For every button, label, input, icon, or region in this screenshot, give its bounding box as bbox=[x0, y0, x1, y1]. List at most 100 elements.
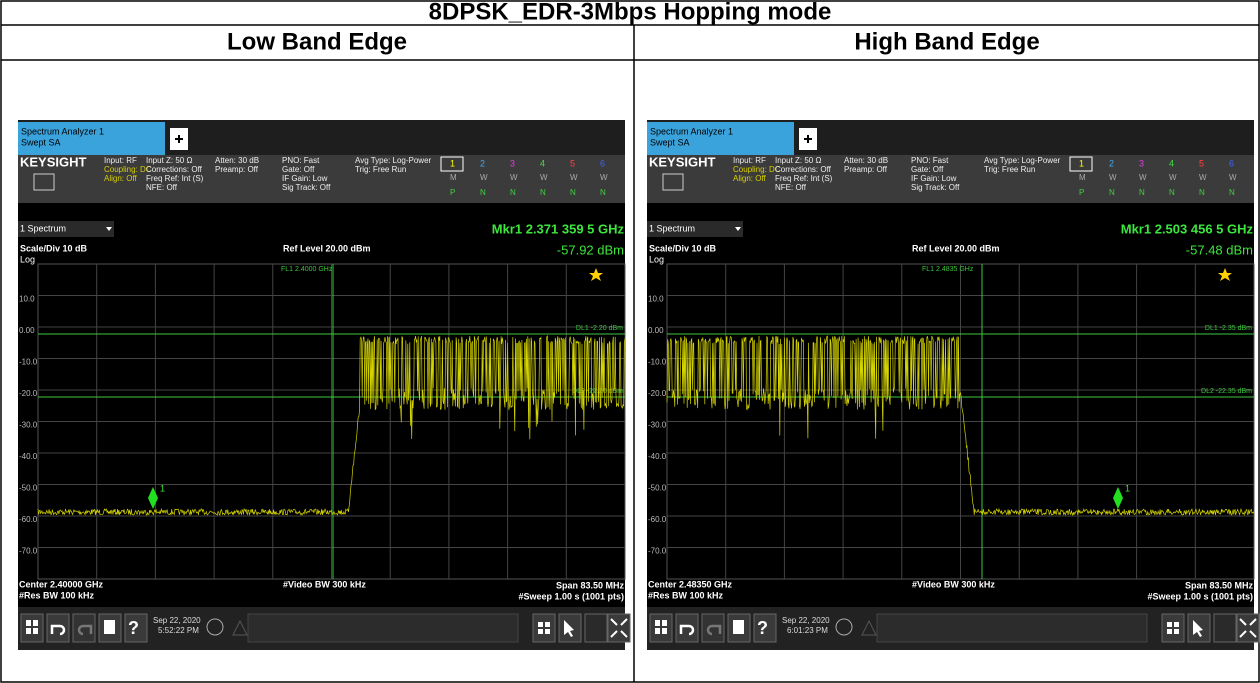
frequency-line-label: FL1 2.4000 GHz bbox=[281, 266, 333, 273]
info-text: Avg Type: Log-Power bbox=[355, 156, 432, 165]
ref-level: Ref Level 20.00 dBm bbox=[283, 243, 371, 253]
window-selector[interactable] bbox=[647, 221, 743, 237]
trace-detector: P bbox=[1079, 188, 1084, 197]
display-line-label: DL2 -22.20 dBm bbox=[572, 388, 623, 395]
scale-label: Scale/Div 10 dB bbox=[20, 243, 88, 253]
trace-number: 6 bbox=[600, 158, 605, 168]
taskbar-button[interactable] bbox=[20, 613, 44, 643]
taskbar-button[interactable] bbox=[124, 613, 148, 643]
redo-icon bbox=[706, 624, 722, 636]
trace-type: W bbox=[480, 173, 488, 182]
touch-icon bbox=[564, 620, 574, 637]
trace-type: W bbox=[1229, 173, 1237, 182]
y-axis-label: 0.00 bbox=[19, 326, 35, 335]
comment-button[interactable] bbox=[33, 173, 55, 191]
tab-title: Spectrum Analyzer 1 bbox=[650, 126, 733, 136]
file-icon bbox=[733, 620, 744, 634]
y-axis-label: -20.0 bbox=[19, 389, 38, 398]
sweep: #Sweep 1.00 s (1001 pts) bbox=[518, 591, 624, 601]
resolution-bandwidth: #Res BW 100 kHz bbox=[19, 590, 95, 600]
scale-label: Scale/Div 10 dB bbox=[649, 243, 717, 253]
info-text: Sig Track: Off bbox=[282, 183, 331, 192]
info-text: Align: Off bbox=[104, 174, 138, 183]
info-bar bbox=[647, 155, 1254, 203]
y-axis-label: -50.0 bbox=[19, 484, 38, 493]
warning-icon bbox=[232, 619, 248, 636]
info-text: Sig Track: Off bbox=[911, 183, 960, 192]
y-axis-label: -30.0 bbox=[648, 421, 667, 430]
info-text: Input: RF bbox=[104, 156, 137, 165]
trace-number: 5 bbox=[1199, 158, 1204, 168]
info-text: Atten: 30 dB bbox=[844, 156, 888, 165]
info-bar bbox=[18, 155, 625, 203]
trace-detector: N bbox=[1139, 188, 1145, 197]
y-axis-label: -30.0 bbox=[19, 421, 38, 430]
view-button[interactable] bbox=[607, 613, 631, 643]
taskbar-button[interactable] bbox=[46, 613, 70, 643]
view-button[interactable] bbox=[1213, 613, 1237, 643]
info-text: Atten: 30 dB bbox=[215, 156, 259, 165]
info-text: Freq Ref: Int (S) bbox=[146, 174, 204, 183]
trace-number: 3 bbox=[1139, 158, 1144, 168]
marker-level: -57.92 dBm bbox=[557, 242, 624, 257]
y-axis-label: -20.0 bbox=[648, 389, 667, 398]
info-text: Coupling: DC bbox=[104, 165, 152, 174]
windows-icon bbox=[655, 620, 667, 634]
view-button[interactable] bbox=[1236, 613, 1260, 643]
taskbar-button[interactable] bbox=[72, 613, 96, 643]
taskbar-button[interactable] bbox=[649, 613, 673, 643]
trace-number: 5 bbox=[570, 158, 575, 168]
info-text: Preamp: Off bbox=[215, 165, 259, 174]
log-label: Log bbox=[20, 254, 35, 264]
help-icon: ? bbox=[128, 618, 139, 638]
view-button[interactable] bbox=[1161, 613, 1185, 643]
trace-number: 6 bbox=[1229, 158, 1234, 168]
trace-number: 2 bbox=[1109, 158, 1114, 168]
center-frequency: Center 2.48350 GHz bbox=[648, 579, 733, 589]
info-text: Input Z: 50 Ω bbox=[775, 156, 821, 165]
y-axis-label: 10.0 bbox=[648, 295, 664, 304]
fullscreen-icon bbox=[1239, 618, 1257, 638]
y-axis-label: -40.0 bbox=[19, 452, 38, 461]
trace-detector: P bbox=[450, 188, 455, 197]
trace-type: W bbox=[1169, 173, 1177, 182]
log-label: Log bbox=[649, 254, 664, 264]
marker-label: 1 bbox=[1125, 483, 1130, 493]
sweep: #Sweep 1.00 s (1001 pts) bbox=[1147, 591, 1253, 601]
marker-label: 1 bbox=[160, 483, 165, 493]
notification-icon[interactable] bbox=[206, 618, 224, 636]
taskbar-button[interactable] bbox=[701, 613, 725, 643]
notification-icon[interactable] bbox=[835, 618, 853, 636]
marker bbox=[148, 487, 158, 509]
trace-detector: N bbox=[570, 188, 576, 197]
trace-detector: N bbox=[1229, 188, 1235, 197]
grid-icon bbox=[538, 622, 550, 634]
status-field bbox=[247, 613, 519, 643]
taskbar-button[interactable] bbox=[753, 613, 777, 643]
trace-number: 1 bbox=[450, 158, 455, 168]
info-text: Preamp: Off bbox=[844, 165, 888, 174]
date: Sep 22, 2020 bbox=[153, 616, 201, 625]
trace-type: M bbox=[1079, 173, 1086, 182]
span: Span 83.50 MHz bbox=[1185, 580, 1254, 590]
view-button[interactable] bbox=[584, 613, 608, 643]
fullscreen-icon bbox=[610, 618, 628, 638]
trace-box bbox=[440, 156, 464, 172]
y-axis-label: 10.0 bbox=[19, 295, 35, 304]
dropdown-arrow bbox=[106, 227, 112, 231]
trace-number: 4 bbox=[540, 158, 545, 168]
brand: KEYSIGHT bbox=[649, 154, 716, 169]
comment-button[interactable] bbox=[662, 173, 684, 191]
frequency-line-label: FL1 2.4835 GHz bbox=[922, 266, 974, 273]
y-axis-label: -70.0 bbox=[19, 547, 38, 556]
taskbar-button[interactable] bbox=[675, 613, 699, 643]
view-button[interactable] bbox=[532, 613, 556, 643]
info-text: Gate: Off bbox=[911, 165, 944, 174]
trace-number: 3 bbox=[510, 158, 515, 168]
plus-icon bbox=[175, 135, 183, 143]
brand: KEYSIGHT bbox=[20, 154, 87, 169]
window-selector[interactable] bbox=[18, 221, 114, 237]
tab bbox=[18, 122, 165, 155]
y-axis-label: -70.0 bbox=[648, 547, 667, 556]
